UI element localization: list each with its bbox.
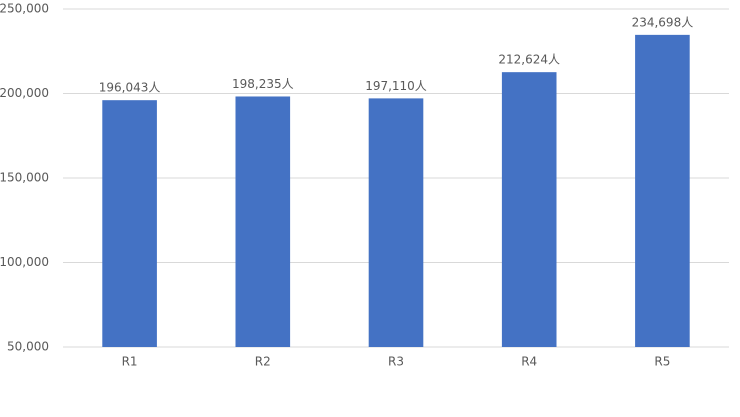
- data-label: 197,110人: [365, 79, 427, 93]
- bar: [368, 98, 424, 348]
- data-label: 196,043人: [99, 81, 161, 95]
- x-tick-label: R4: [521, 355, 537, 369]
- y-tick-label: 100,000: [0, 255, 49, 269]
- data-label: 234,698人: [632, 15, 694, 29]
- x-tick-label: R5: [654, 355, 670, 369]
- data-label: 212,624人: [498, 53, 560, 67]
- bar: [235, 96, 291, 347]
- y-tick-label: 50,000: [7, 340, 49, 354]
- x-tick-label: R2: [255, 355, 271, 369]
- bar: [635, 34, 690, 347]
- y-tick-label: 150,000: [0, 171, 49, 185]
- bar: [102, 100, 157, 347]
- x-tick-label: R1: [122, 355, 138, 369]
- data-label: 198,235人: [232, 77, 294, 91]
- y-tick-label: 200,000: [0, 86, 49, 100]
- x-tick-label: R3: [388, 355, 404, 369]
- bar: [501, 72, 557, 348]
- y-tick-label: 250,000: [0, 2, 49, 16]
